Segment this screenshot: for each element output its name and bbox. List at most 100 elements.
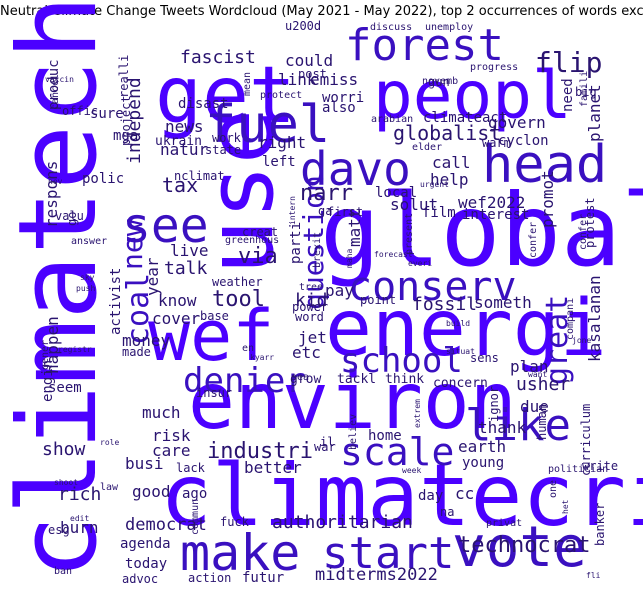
word-midterms2022: midterms2022: [315, 565, 438, 585]
word-engin: engin: [40, 360, 56, 402]
word-valu: valu: [55, 209, 84, 223]
word-compani: compani: [565, 298, 576, 340]
word-confer: confer: [528, 222, 539, 258]
word-school: school: [340, 341, 463, 381]
word-discuss: discuss: [370, 22, 412, 33]
word-human: human: [535, 404, 549, 440]
word-tax: tax: [162, 173, 198, 197]
word-someth: someth: [474, 293, 532, 312]
word-fascist: fascist: [180, 47, 256, 68]
word-money: money: [122, 331, 171, 350]
word-davo: davo: [300, 142, 411, 196]
word-answer: answer: [71, 236, 107, 247]
word-via: via: [238, 244, 278, 269]
word-head: head: [482, 135, 607, 195]
word-agenda: agenda: [120, 536, 171, 552]
word-help: help: [430, 170, 469, 189]
word-arabian: arabian: [371, 114, 413, 125]
word-like: like: [465, 400, 571, 451]
word-much: much: [142, 403, 181, 422]
word-want: want: [528, 370, 547, 379]
word-write: write: [582, 459, 618, 473]
word-banker: banker: [593, 503, 607, 546]
word-use: use: [187, 109, 294, 275]
word-offic: offic: [62, 104, 98, 118]
word-worri: worri: [322, 90, 364, 106]
word-point: point: [360, 293, 396, 307]
word-right: right: [258, 133, 306, 152]
word-show: show: [42, 439, 86, 460]
word-globalist: globalist: [393, 121, 501, 145]
word-left: left: [262, 154, 296, 170]
word-pay: pay: [325, 281, 354, 300]
word-care: care: [152, 441, 191, 460]
word-confer: confer: [578, 214, 589, 250]
word-creat: creat: [242, 225, 278, 239]
word-protest: protest: [583, 197, 597, 248]
word-maha: maha: [345, 249, 354, 268]
word-activist: activist: [108, 268, 124, 335]
word-environ: environ: [188, 357, 517, 447]
word-mean: mean: [242, 72, 253, 96]
word-young: young: [462, 455, 504, 471]
word-better: better: [244, 458, 302, 477]
word-unemploy: unemploy: [425, 22, 473, 33]
word-sure: sure: [90, 106, 124, 122]
word-forest: forest: [345, 20, 504, 71]
word-tackl: tackl: [337, 372, 376, 387]
word-post: post: [298, 67, 327, 81]
word-edit: edit: [70, 514, 89, 523]
word-independ: independ: [124, 77, 145, 164]
word-also: also: [322, 100, 356, 116]
word-ukrain: ukrain: [155, 134, 202, 149]
word-ban: ban: [54, 566, 72, 577]
word-great: great: [540, 295, 575, 385]
word-natur: natur: [160, 140, 209, 159]
word-nclimat: nclimat: [174, 169, 225, 183]
word-wef: wef: [148, 295, 274, 377]
word-wef2022: wef2022: [458, 193, 525, 212]
word-etc: etc: [292, 343, 321, 362]
word-govern: govern: [488, 113, 546, 132]
word-democrat: democrat: [125, 515, 207, 535]
word-realli: realli: [117, 55, 131, 98]
word-word: word: [295, 310, 324, 324]
word-technocrat: technocrat: [458, 533, 590, 558]
word-produc: produc: [46, 59, 62, 110]
word-elder: elder: [412, 142, 442, 153]
word-one: one: [548, 480, 559, 498]
word-could: could: [285, 51, 333, 70]
word-jone: jone: [572, 336, 591, 345]
word-en: en: [242, 343, 254, 354]
word-gun: gun: [428, 75, 450, 89]
word-respons: respons: [42, 161, 61, 228]
word-matt: matt: [345, 208, 364, 247]
word-thank: thank: [478, 418, 527, 437]
word-industri: industri: [207, 439, 313, 464]
word-link: link: [278, 70, 317, 89]
word-power: power: [292, 300, 328, 314]
word-fuck: fuck: [220, 515, 250, 529]
word-ga: ga: [318, 204, 332, 218]
word-start: start: [322, 528, 454, 579]
word-novemb: novemb: [422, 76, 458, 87]
word-parti: parti: [288, 222, 304, 264]
word-work: work: [212, 131, 242, 145]
word-protect: protect: [260, 90, 302, 101]
word-first: first: [327, 205, 363, 219]
word-go: go: [65, 212, 79, 226]
word-busi: busi: [125, 454, 164, 473]
word-new: new: [116, 219, 149, 270]
word-greenhous: greenhous: [225, 235, 279, 246]
word-kyarr: kyarr: [250, 353, 274, 362]
word-solut: solut: [390, 195, 438, 214]
word-urgent: urgent: [420, 180, 449, 189]
word-warm: warm: [482, 136, 511, 150]
word-kid: kid: [295, 290, 328, 311]
wordcloud-title: Neutral Climate Change Tweets Wordcloud …: [0, 4, 643, 19]
word-privat: privat: [486, 518, 522, 529]
word-good: good: [132, 482, 171, 501]
word-day: day: [418, 488, 443, 504]
word-u200d: u200d: [285, 19, 321, 33]
word-sea: sea: [291, 372, 309, 383]
